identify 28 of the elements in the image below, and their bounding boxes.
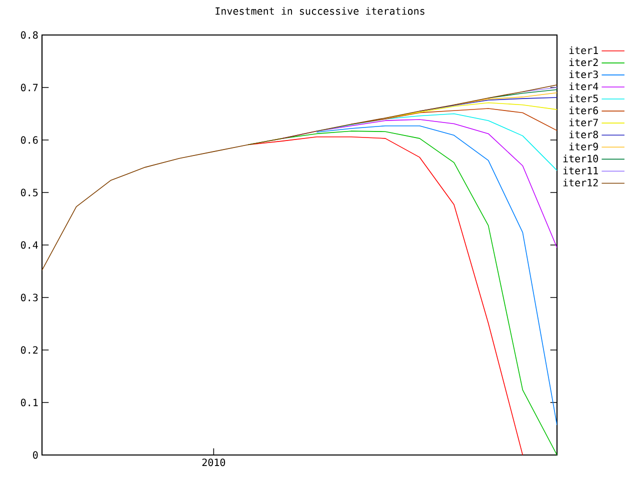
line-series <box>454 92 558 106</box>
y-tick-label: 0.8 <box>20 31 38 39</box>
y-tick-label: 0.2 <box>20 346 38 354</box>
legend-label: iter8 <box>569 130 598 138</box>
y-tick-label: 0.1 <box>20 398 38 406</box>
legend-label: iter4 <box>569 82 598 90</box>
legend-label: iter11 <box>563 166 598 174</box>
legend-label: iter10 <box>563 154 598 162</box>
legend-label: iter2 <box>569 58 598 66</box>
legend-label: iter12 <box>563 178 598 186</box>
legend-label: iter9 <box>569 142 598 150</box>
y-tick-label: 0.3 <box>20 294 38 302</box>
legend-label: iter5 <box>569 94 598 102</box>
line-series <box>419 97 558 112</box>
legend-label: iter6 <box>569 106 598 114</box>
y-tick-label: 0 <box>33 451 38 459</box>
line-series <box>42 84 558 271</box>
line-series <box>350 108 558 131</box>
legend-label: iter1 <box>569 46 598 54</box>
line-series <box>316 125 558 426</box>
legend-label: iter7 <box>569 118 598 126</box>
y-tick-label: 0.5 <box>20 188 38 196</box>
legend-label: iter3 <box>569 70 598 78</box>
y-tick-label: 0.4 <box>20 241 38 249</box>
chart-title: Investment in successive iterations <box>216 7 424 15</box>
y-tick-label: 0.7 <box>20 84 38 92</box>
y-tick-label: 0.6 <box>20 136 38 144</box>
x-tick-label: 2010 <box>202 458 226 466</box>
